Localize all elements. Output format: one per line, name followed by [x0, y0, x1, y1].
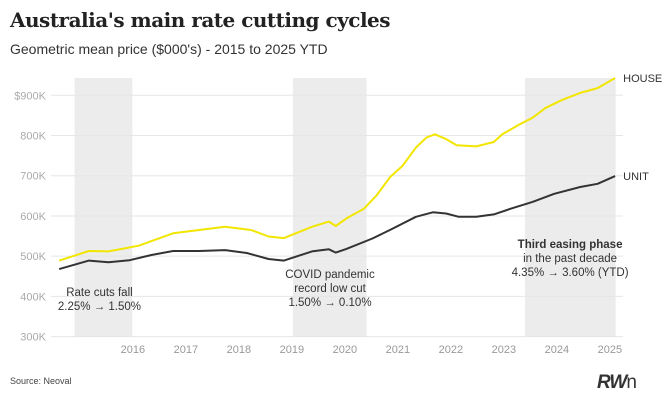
annotation-text: 4.35% → 3.60% (YTD) [512, 267, 629, 279]
annotation-text: record low cut [294, 283, 366, 295]
y-tick-label: 500K [20, 251, 46, 263]
x-tick-label: 2022 [439, 344, 463, 356]
source-note: Source: Neoval [10, 376, 72, 386]
x-tick-label: 2024 [545, 344, 569, 356]
y-tick-label: 800K [20, 131, 46, 143]
y-tick-label: 700K [20, 171, 46, 183]
x-tick-label: 2018 [227, 344, 251, 356]
y-tick-label: 400K [20, 291, 46, 303]
annotation-text: 2.25% → 1.50% [58, 301, 141, 313]
series-line-unit [58, 175, 616, 271]
x-tick-label: 2017 [174, 344, 198, 356]
rwn-logo: RWn [597, 372, 637, 393]
shaded-period-1 [74, 78, 133, 337]
x-tick-label: 2019 [280, 344, 304, 356]
y-tick-label: 600K [20, 211, 46, 223]
series-label-unit: UNIT [623, 171, 649, 183]
series-label-house: HOUSE [623, 73, 662, 85]
shaded-period-3 [525, 78, 616, 337]
y-tick-label: 300K [20, 332, 46, 344]
y-tick-label: $900K [14, 90, 46, 102]
annotation-text: Third easing phase [518, 239, 623, 251]
x-tick-label: 2016 [121, 344, 145, 356]
x-tick-label: 2023 [492, 344, 516, 356]
annotation-text: in the past decade [523, 253, 617, 265]
shaded-period-2 [292, 78, 367, 337]
x-tick-label: 2025 [598, 344, 622, 356]
chart-title: Australia's main rate cutting cycles [10, 8, 391, 32]
annotation-text: 1.50% → 0.10% [288, 297, 371, 309]
annotation-text: COVID pandemic [285, 269, 375, 281]
x-tick-label: 2021 [386, 344, 410, 356]
series-line-house [58, 77, 616, 262]
chart-subtitle: Geometric mean price ($000's) - 2015 to … [10, 41, 328, 57]
x-tick-label: 2020 [333, 344, 357, 356]
annotation-text: Rate cuts fall [66, 287, 132, 299]
